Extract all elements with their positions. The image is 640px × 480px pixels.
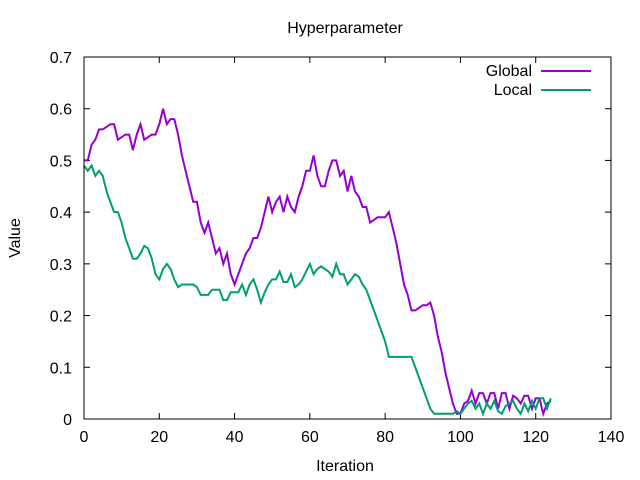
y-tick-label: 0.6 xyxy=(50,102,72,119)
x-tick-label: 60 xyxy=(301,429,319,446)
x-tick-label: 80 xyxy=(376,429,394,446)
y-tick-label: 0 xyxy=(63,412,72,429)
x-tick-label: 0 xyxy=(80,429,89,446)
y-tick-label: 0.4 xyxy=(50,205,72,222)
x-tick-label: 100 xyxy=(447,429,474,446)
legend: Global Local xyxy=(486,63,591,99)
axis-ticks: 0 20 40 60 80 100 120 140 0 0.1 0.2 0.3 0.4 0.5 0.6 0.7 xyxy=(50,50,625,446)
y-tick-label: 0.2 xyxy=(50,309,72,326)
y-tick-label: 0.7 xyxy=(50,50,72,67)
y-axis-label: Value xyxy=(7,218,24,258)
y-tick-label: 0.3 xyxy=(50,257,72,274)
series-layer xyxy=(83,108,552,418)
legend-label-local: Local xyxy=(494,82,532,99)
x-tick-label: 20 xyxy=(150,429,168,446)
x-tick-label: 140 xyxy=(598,429,625,446)
legend-label-global: Global xyxy=(486,63,532,80)
series-line-global xyxy=(84,108,552,418)
plot-frame xyxy=(83,56,612,420)
x-tick-label: 40 xyxy=(226,429,244,446)
y-tick-label: 0.5 xyxy=(50,153,72,170)
x-tick-label: 120 xyxy=(522,429,549,446)
series-line-local xyxy=(83,163,552,417)
y-tick-label: 0.1 xyxy=(50,360,72,377)
x-axis-label: Iteration xyxy=(316,458,374,475)
chart-title: Hyperparameter xyxy=(287,20,403,37)
